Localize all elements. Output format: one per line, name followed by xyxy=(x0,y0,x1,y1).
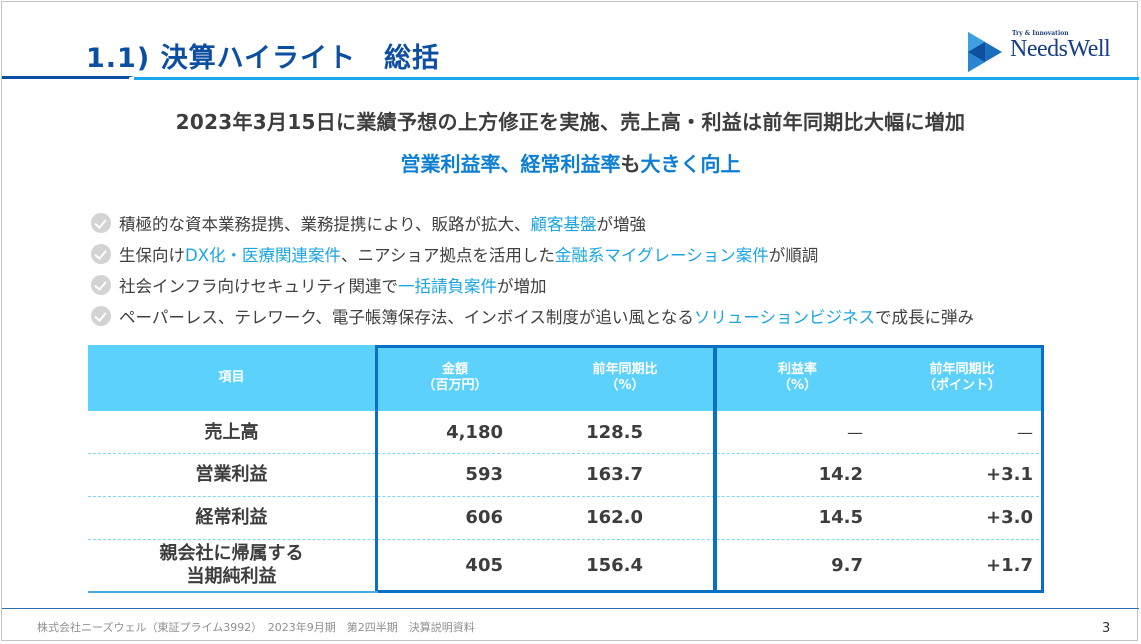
row-label: 親会社に帰属する 当期純利益 xyxy=(88,539,375,591)
page-number: 3 xyxy=(1102,621,1111,636)
bullet-segment: 社会インフラ向けセキュリティ関連で xyxy=(119,276,399,296)
header-amount-label: 金額 xyxy=(441,362,468,377)
amount-group-frame xyxy=(375,345,716,593)
margin-group-frame xyxy=(714,345,1044,593)
bullet-highlight: ソリューションビジネス xyxy=(693,307,876,327)
bullet-item: 社会インフラ向けセキュリティ関連で一括請負案件が増加 xyxy=(91,269,974,300)
margin-yoy-cell: +1.7 xyxy=(986,554,1033,576)
amount-cell: 405 xyxy=(465,554,503,576)
margin-cell: — xyxy=(847,422,863,442)
page-title: 1.1) 決算ハイライト 総括 xyxy=(86,43,441,74)
margin-cell: 9.7 xyxy=(831,554,863,576)
row-label-line1: 営業利益 xyxy=(195,464,268,485)
bullet-segment: で成長に弾み xyxy=(875,307,975,327)
bullet-item: ペーパーレス、テレワーク、電子帳簿保存法、インボイス制度が追い風となるソリューシ… xyxy=(91,300,974,331)
company-logo: Try & Innovation NeedsWell xyxy=(968,30,1118,72)
yoy-cell: 128.5 xyxy=(586,421,643,443)
amount-cell: 593 xyxy=(465,464,503,485)
bullet-highlight: DX化・医療関連案件 xyxy=(185,245,342,265)
bullet-segment: が順調 xyxy=(768,245,819,265)
logo-tagline: Try & Innovation xyxy=(1012,30,1069,37)
play-triangle-logo-icon xyxy=(968,32,1002,72)
header-margin-yoy-unit: （ポイント） xyxy=(922,378,1001,393)
bullet-segment: ペーパーレス、テレワーク、電子帳簿保存法、インボイス制度が追い風となる xyxy=(119,307,694,327)
bullet-text: 社会インフラ向けセキュリティ関連で一括請負案件が増加 xyxy=(119,273,547,297)
headline: 2023年3月15日に業績予想の上方修正を実施、売上高・利益は前年同期比大幅に増… xyxy=(175,110,966,134)
amount-cell: 606 xyxy=(465,507,503,528)
yoy-cell: 162.0 xyxy=(586,507,643,528)
bullet-text: ペーパーレス、テレワーク、電子帳簿保存法、インボイス制度が追い風となるソリューシ… xyxy=(119,304,974,328)
row-label: 営業利益 xyxy=(88,453,375,496)
row-divider xyxy=(88,496,1044,497)
check-circle-icon xyxy=(91,212,111,233)
margin-cell: 14.5 xyxy=(818,507,863,528)
row-divider xyxy=(88,539,1044,540)
row-label-line1: 親会社に帰属する xyxy=(159,543,304,564)
yoy-cell: 163.7 xyxy=(586,464,643,485)
title-underline-light xyxy=(134,77,1139,80)
row-label: 売上高 xyxy=(88,411,375,453)
header-yoy-unit: （%） xyxy=(605,378,645,393)
bullet-segment: が増加 xyxy=(497,276,547,296)
logo-wordmark: NeedsWell xyxy=(1010,36,1111,62)
footer-divider xyxy=(2,608,1139,609)
bullet-list: 積極的な資本業務提携、業務提携により、販路が拡大、顧客基盤が増強生保向けDX化・… xyxy=(91,207,974,331)
row-label: 経常利益 xyxy=(88,496,375,539)
header-item: 項目 xyxy=(88,345,375,411)
margin-yoy-cell: — xyxy=(1017,422,1033,442)
bullet-segment: 生保向け xyxy=(119,245,185,265)
yoy-cell: 156.4 xyxy=(586,554,643,576)
row-label-line1: 経常利益 xyxy=(195,507,268,528)
header-amount: 金額 （百万円） xyxy=(375,345,535,411)
header-margin-label: 利益率 xyxy=(777,362,817,377)
header-margin: 利益率 （%） xyxy=(715,345,880,411)
bullet-segment: 、ニアショア拠点を活用した xyxy=(341,245,555,265)
header-margin-yoy: 前年同期比 （ポイント） xyxy=(880,345,1044,411)
header-margin-unit: （%） xyxy=(777,378,818,393)
header-yoy: 前年同期比 （%） xyxy=(535,345,715,411)
title-underline-dark xyxy=(2,76,129,79)
amount-cell: 4,180 xyxy=(446,421,503,443)
table-bottom-line xyxy=(88,591,378,593)
check-circle-icon xyxy=(91,305,111,326)
bullet-segment: 積極的な資本業務提携、業務提携により、販路が拡大、 xyxy=(119,214,531,234)
bullet-item: 積極的な資本業務提携、業務提携により、販路が拡大、顧客基盤が増強 xyxy=(91,207,974,238)
row-label-line2: 当期純利益 xyxy=(186,566,277,587)
margin-yoy-cell: +3.0 xyxy=(986,507,1033,528)
margin-yoy-cell: +3.1 xyxy=(986,464,1033,485)
header-amount-unit: （百万円） xyxy=(422,378,488,393)
check-circle-icon xyxy=(91,274,111,295)
footer-text: 株式会社ニーズウェル（東証プライム3992） 2023年9月期 第2四半期 決算… xyxy=(37,621,475,634)
table-row: 経常利益 606 162.0 14.5 +3.0 xyxy=(88,496,1044,539)
check-circle-icon xyxy=(91,243,111,264)
subheadline-connector: も xyxy=(620,152,641,176)
row-divider xyxy=(88,453,1044,454)
row-label-line1: 売上高 xyxy=(204,421,259,443)
financial-summary-table: 項目 金額 （百万円） 前年同期比 （%） 利益率 （%） 前年同期比 （ポイン… xyxy=(88,345,1044,595)
table-row: 営業利益 593 163.7 14.2 +3.1 xyxy=(88,453,1044,496)
title-underline-slant xyxy=(124,76,134,79)
table-header-background xyxy=(88,345,1044,411)
subheadline-highlight-2: 大きく向上 xyxy=(640,152,741,176)
bullet-highlight: 顧客基盤 xyxy=(530,214,597,234)
subheadline: 営業利益率、経常利益率も大きく向上 xyxy=(2,148,1139,177)
table-row: 売上高 4,180 128.5 — — xyxy=(88,411,1044,453)
header-margin-yoy-label: 前年同期比 xyxy=(929,362,995,377)
header-yoy-label: 前年同期比 xyxy=(592,362,658,377)
bullet-highlight: 金融系マイグレーション案件 xyxy=(554,245,769,265)
header-item-label: 項目 xyxy=(218,370,245,385)
bullet-text: 生保向けDX化・医療関連案件、ニアショア拠点を活用した金融系マイグレーション案件… xyxy=(119,242,818,266)
bullet-highlight: 一括請負案件 xyxy=(398,276,498,296)
bullet-text: 積極的な資本業務提携、業務提携により、販路が拡大、顧客基盤が増強 xyxy=(119,211,646,235)
margin-cell: 14.2 xyxy=(818,464,863,485)
bullet-segment: が増強 xyxy=(596,214,647,234)
bullet-item: 生保向けDX化・医療関連案件、ニアショア拠点を活用した金融系マイグレーション案件… xyxy=(91,238,974,269)
table-row: 親会社に帰属する 当期純利益 405 156.4 9.7 +1.7 xyxy=(88,539,1044,591)
subheadline-highlight-1: 営業利益率、経常利益率 xyxy=(400,152,621,176)
